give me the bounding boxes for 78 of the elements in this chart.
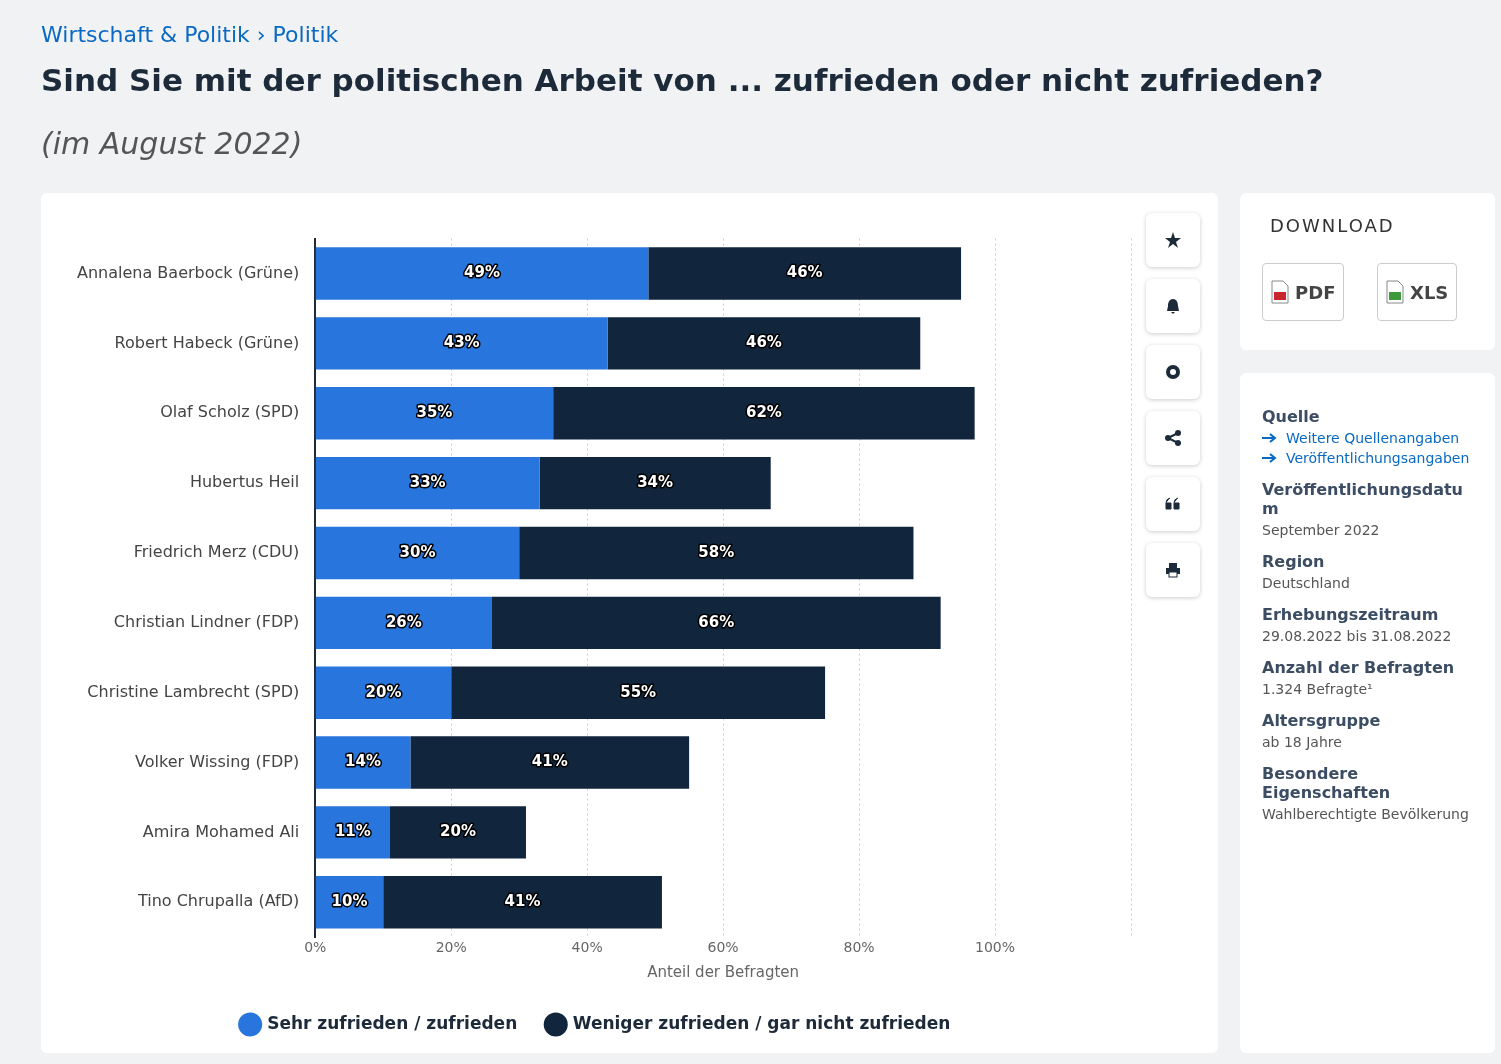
y-tick-label: Robert Habeck (Grüne) [114, 332, 300, 352]
x-tick-label: 40% [571, 939, 603, 956]
y-tick-label: Tino Chrupalla (AfD) [136, 891, 300, 911]
text: Wirtschaft & Politik › Politik [41, 22, 339, 47]
data-label: 26% [385, 612, 422, 631]
data-label: 30% [399, 542, 436, 561]
bar [539, 456, 771, 510]
text: Region [1262, 552, 1325, 571]
legend-label: Sehr zufrieden / zufrieden [267, 1012, 518, 1033]
bar [315, 596, 492, 650]
text: 1.324 Befragte¹ [1262, 681, 1373, 697]
text: ab 18 Jahre [1262, 734, 1342, 750]
y-tick-label: Volker Wissing (FDP) [135, 751, 300, 771]
data-label: 33% [409, 473, 446, 491]
x-tick-label: 0% [304, 939, 327, 956]
bar [315, 666, 452, 719]
y-tick-label: Amira Mohamed Ali [142, 821, 300, 841]
data-label: 41% [504, 892, 541, 911]
bar [410, 736, 690, 789]
text: Veröffentlichungsdatum [1262, 480, 1463, 518]
data-label: 14% [345, 752, 382, 771]
y-tick-label: Christine Lambrecht (SPD) [87, 681, 300, 701]
data-label: 49% [464, 263, 500, 282]
text: Quelle [1262, 407, 1320, 426]
data-label: 66% [698, 612, 735, 631]
text: Veröffentlichungsangaben [1286, 450, 1470, 466]
bar [315, 387, 554, 440]
bar [383, 876, 662, 929]
text: Besondere Eigenschaften [1262, 764, 1391, 802]
data-label: 34% [637, 473, 674, 491]
y-tick-label: Friedrich Merz (CDU) [133, 542, 300, 562]
bar [491, 596, 941, 650]
text: September 2022 [1262, 522, 1380, 538]
x-tick-label: 100% [975, 939, 1016, 956]
data-label: 41% [531, 752, 568, 771]
bar [553, 387, 975, 440]
bar [315, 456, 540, 510]
text: Altersgruppe [1262, 711, 1381, 730]
y-tick-label: Hubertus Heil [189, 472, 300, 492]
y-tick-label: Olaf Scholz (SPD) [160, 402, 300, 422]
x-tick-label: 80% [843, 939, 875, 956]
text: Anzahl der Befragten [1262, 658, 1455, 677]
data-label: 46% [786, 263, 823, 282]
legend-label: Weniger zufrieden / gar nicht zufrieden [572, 1012, 951, 1033]
chart-title: Sind Sie mit der politischen Arbeit von ... zufrieden oder nicht zufrieden? [41, 62, 1324, 98]
data-label: 20% [365, 682, 402, 701]
text: Weitere Quellenangaben [1286, 430, 1460, 446]
text: DOWNLOAD [1270, 215, 1395, 236]
chart-subtitle: (im August 2022) [41, 126, 303, 161]
text: Deutschland [1262, 575, 1350, 591]
text: XLS [1410, 281, 1449, 303]
text: PDF [1295, 281, 1336, 303]
y-tick-label: Annalena Baerbock (Grüne) [77, 262, 300, 282]
bar [451, 666, 826, 719]
text: 29.08.2022 bis 31.08.2022 [1262, 628, 1452, 644]
data-label: 58% [698, 542, 735, 561]
bar [315, 317, 608, 370]
bar [390, 806, 526, 859]
bar [315, 247, 649, 300]
bar [315, 526, 520, 580]
y-tick-label: Christian Lindner (FDP) [113, 611, 300, 631]
bar [648, 247, 962, 300]
text: Erhebungszeitraum [1262, 605, 1439, 624]
x-tick-label: 60% [707, 939, 739, 956]
bar [519, 526, 914, 580]
data-label: 55% [620, 682, 657, 701]
data-label: 11% [334, 822, 371, 841]
data-label: 46% [745, 333, 782, 352]
data-label: 20% [440, 822, 476, 841]
bar [607, 317, 921, 370]
x-tick-label: 20% [435, 939, 467, 956]
data-label: 43% [443, 333, 480, 352]
bar [315, 736, 411, 789]
data-label: 10% [331, 892, 368, 911]
text: Wahlberechtigte Bevölkerung [1262, 806, 1469, 822]
x-axis-title: Anteil der Befragten [647, 962, 800, 981]
data-label: 35% [416, 403, 453, 422]
data-label: 62% [745, 403, 782, 422]
